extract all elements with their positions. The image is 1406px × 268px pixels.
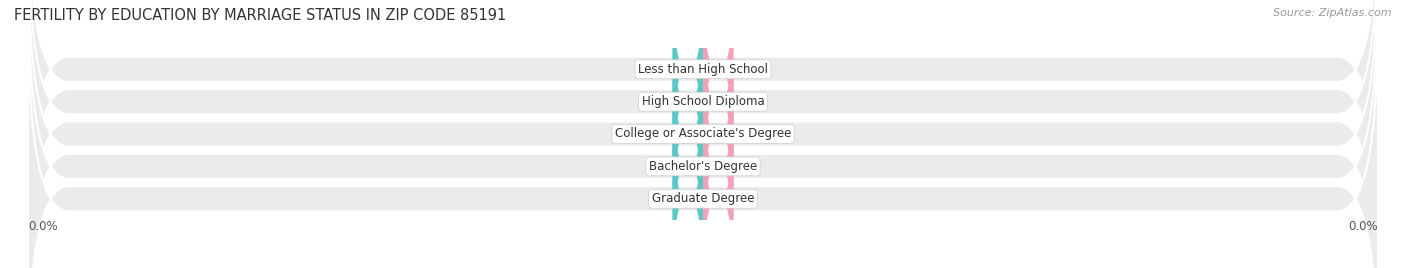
Text: 0.0%: 0.0%: [672, 194, 703, 204]
FancyBboxPatch shape: [703, 0, 734, 157]
FancyBboxPatch shape: [672, 14, 703, 189]
FancyBboxPatch shape: [672, 111, 703, 268]
Text: FERTILITY BY EDUCATION BY MARRIAGE STATUS IN ZIP CODE 85191: FERTILITY BY EDUCATION BY MARRIAGE STATU…: [14, 8, 506, 23]
Text: 0.0%: 0.0%: [703, 194, 734, 204]
Text: 0.0%: 0.0%: [703, 97, 734, 107]
Text: 0.0%: 0.0%: [672, 129, 703, 139]
FancyBboxPatch shape: [28, 0, 1378, 268]
FancyBboxPatch shape: [28, 17, 1378, 268]
FancyBboxPatch shape: [703, 111, 734, 268]
FancyBboxPatch shape: [672, 0, 703, 157]
Text: Source: ZipAtlas.com: Source: ZipAtlas.com: [1274, 8, 1392, 18]
FancyBboxPatch shape: [28, 0, 1378, 251]
FancyBboxPatch shape: [703, 79, 734, 254]
FancyBboxPatch shape: [672, 79, 703, 254]
Text: 0.0%: 0.0%: [703, 64, 734, 74]
Text: College or Associate's Degree: College or Associate's Degree: [614, 128, 792, 140]
Text: 0.0%: 0.0%: [672, 161, 703, 171]
FancyBboxPatch shape: [28, 0, 1378, 268]
Text: Less than High School: Less than High School: [638, 63, 768, 76]
Text: High School Diploma: High School Diploma: [641, 95, 765, 108]
FancyBboxPatch shape: [672, 46, 703, 222]
Text: 0.0%: 0.0%: [672, 97, 703, 107]
FancyBboxPatch shape: [703, 46, 734, 222]
Text: 0.0%: 0.0%: [1348, 220, 1378, 233]
FancyBboxPatch shape: [28, 0, 1378, 268]
Text: 0.0%: 0.0%: [672, 64, 703, 74]
Legend: Married, Unmarried: Married, Unmarried: [617, 263, 789, 268]
Text: Graduate Degree: Graduate Degree: [652, 192, 754, 205]
Text: 0.0%: 0.0%: [703, 129, 734, 139]
Text: Bachelor's Degree: Bachelor's Degree: [650, 160, 756, 173]
Text: 0.0%: 0.0%: [703, 161, 734, 171]
FancyBboxPatch shape: [703, 14, 734, 189]
Text: 0.0%: 0.0%: [28, 220, 58, 233]
